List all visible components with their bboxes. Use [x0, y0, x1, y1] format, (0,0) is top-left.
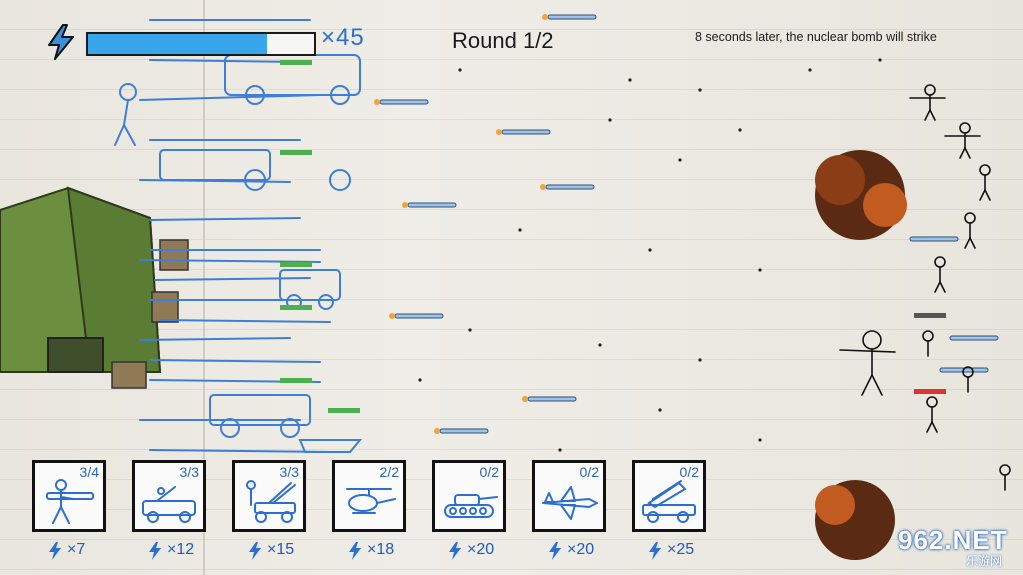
fighter-jet-icon [542, 486, 598, 520]
lightning-bolt-icon [349, 542, 361, 560]
round-indicator: Round 1/2 [452, 28, 554, 53]
lightning-bolt-icon [649, 542, 661, 560]
projectiles [374, 14, 999, 452]
enemy-soldiers [839, 84, 1011, 491]
army-tent [0, 186, 189, 389]
unit-count: 0/2 [479, 464, 499, 480]
energy-panel: ×45 [46, 24, 376, 60]
unit-card-bar: 3/4 ×7 3/3 ×12 3/3 [32, 460, 722, 572]
unit-card-frame: 3/3 [232, 460, 306, 532]
tank-icon [444, 494, 498, 518]
unit-count: 3/3 [279, 464, 299, 480]
unit-card-rocket-soldier[interactable]: 3/4 ×7 [32, 460, 106, 562]
anti-air-cannon-icon [246, 480, 296, 523]
unit-card-frame: 0/2 [632, 460, 706, 532]
unit-card-rocket-launcher-truck[interactable]: 0/2 ×25 [632, 460, 706, 562]
unit-card-tank[interactable]: 0/2 ×20 [432, 460, 506, 562]
unit-card-frame: 3/4 [32, 460, 106, 532]
helicopter-icon [346, 488, 396, 514]
lightning-bolt-icon [449, 542, 461, 560]
lightning-bolt-icon [549, 542, 561, 560]
unit-card-fighter-jet[interactable]: 0/2 ×20 [532, 460, 606, 562]
unit-count: 0/2 [679, 464, 699, 480]
lightning-bolt-icon [48, 24, 74, 60]
unit-card-gun-truck[interactable]: 3/3 ×12 [132, 460, 206, 562]
energy-bar [86, 32, 316, 56]
unit-card-frame: 0/2 [532, 460, 606, 532]
unit-count: 2/2 [379, 464, 399, 480]
energy-bar-fill [88, 34, 267, 54]
unit-cost: ×18 [332, 540, 404, 562]
watermark-logo: 962.NET [898, 525, 1008, 555]
unit-cost: ×7 [32, 540, 104, 562]
rocket-soldier-icon [46, 479, 94, 524]
unit-card-frame: 3/3 [132, 460, 206, 532]
watermark-subtitle: 乐游网 [966, 554, 1003, 568]
unit-count: 3/3 [179, 464, 199, 480]
unit-health-bars [280, 60, 946, 413]
lightning-bolt-icon [249, 542, 261, 560]
energy-count: ×45 [321, 24, 365, 51]
unit-card-helicopter[interactable]: 2/2 ×18 [332, 460, 406, 562]
unit-card-frame: 0/2 [432, 460, 506, 532]
explosions [815, 150, 907, 560]
unit-card-anti-air-cannon[interactable]: 3/3 ×15 [232, 460, 306, 562]
unit-card-frame: 2/2 [332, 460, 406, 532]
unit-cost: ×12 [132, 540, 204, 562]
unit-cost: ×25 [632, 540, 704, 562]
unit-cost: ×20 [432, 540, 504, 562]
unit-count: 0/2 [579, 464, 599, 480]
nuke-warning: 8 seconds later, the nuclear bomb will s… [695, 30, 937, 44]
lightning-bolt-icon [149, 542, 161, 560]
unit-count: 3/4 [79, 464, 99, 480]
lightning-bolt-icon [49, 542, 61, 560]
unit-cost: ×15 [232, 540, 304, 562]
gun-truck-icon [142, 486, 196, 523]
unit-cost: ×20 [532, 540, 604, 562]
rocket-launcher-truck-icon [642, 480, 696, 523]
